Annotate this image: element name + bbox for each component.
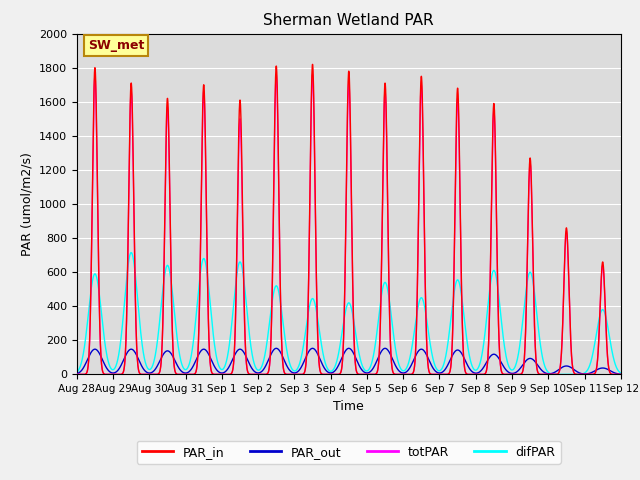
Y-axis label: PAR (umol/m2/s): PAR (umol/m2/s) [20,152,33,256]
Title: Sherman Wetland PAR: Sherman Wetland PAR [264,13,434,28]
Text: SW_met: SW_met [88,39,144,52]
X-axis label: Time: Time [333,400,364,413]
Legend: PAR_in, PAR_out, totPAR, difPAR: PAR_in, PAR_out, totPAR, difPAR [137,441,561,464]
